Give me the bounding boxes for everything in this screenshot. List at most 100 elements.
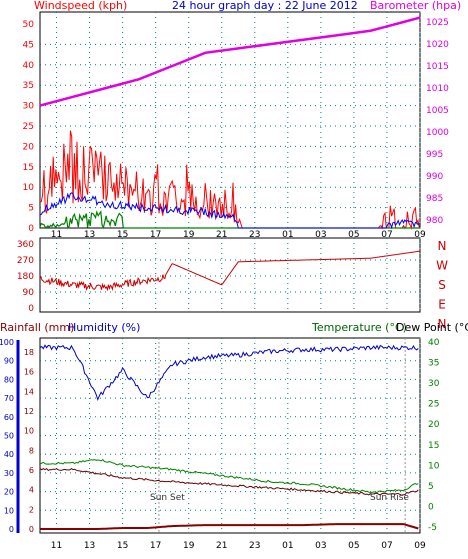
windspeed-tick: 45	[23, 40, 34, 50]
humidity-series-line	[39, 344, 419, 402]
grid	[16, 12, 421, 533]
barometer-tick: 980	[426, 216, 443, 226]
direction-tick: 270	[17, 256, 34, 266]
direction-plot-frame	[39, 237, 421, 313]
direction-tick: 90	[23, 288, 35, 298]
rainfall-tick: 10	[24, 427, 34, 436]
temperature-tick: -5	[428, 523, 437, 533]
sunrise-label: Sun Rise	[370, 493, 409, 503]
x-tick-label-top: 07	[381, 230, 392, 240]
windspeed-tick: 30	[23, 102, 35, 112]
chart-title: 24 hour graph day : 22 June 2012	[172, 0, 358, 12]
humidity-tick: 50	[4, 432, 14, 441]
rainfall-tick: 14	[24, 387, 34, 396]
humidity-axis-label: Humidity (%)	[68, 321, 140, 334]
windspeed-tick: 0	[28, 224, 34, 234]
humidity-tick: 10	[4, 506, 14, 515]
barometer-tick: 1015	[426, 62, 449, 72]
temperature-tick: 30	[428, 379, 440, 389]
barometer-tick: 995	[426, 150, 443, 160]
windspeed-tick: 5	[28, 204, 34, 214]
humidity-tick: 60	[4, 413, 14, 422]
compass-label: N	[438, 239, 447, 253]
x-tick-label-top: 23	[249, 230, 260, 240]
rainfall-tick: 18	[24, 348, 34, 357]
temperature-tick: 15	[428, 441, 439, 451]
x-tick-label-bottom: 17	[150, 541, 161, 551]
x-tick-label-bottom: 09	[414, 541, 426, 551]
windspeed-tick: 20	[23, 142, 35, 152]
x-tick-label-top: 09	[414, 230, 426, 240]
dewpoint-axis-label: Dew Point (°C)	[396, 321, 468, 334]
x-tick-label-bottom: 23	[249, 541, 260, 551]
x-tick-label-bottom: 07	[381, 541, 392, 551]
x-tick-label-bottom: 19	[183, 541, 195, 551]
temperature-series-line	[39, 458, 419, 494]
windspeed-tick: 35	[23, 81, 34, 91]
windspeed-tick: 50	[23, 20, 35, 30]
compass-label: N	[438, 317, 447, 331]
temperature-tick: 10	[428, 461, 440, 471]
x-tick-label-top: 17	[150, 230, 161, 240]
rainfall-tick: 6	[29, 466, 34, 475]
barometer-tick: 990	[426, 172, 443, 182]
barometer-tick: 1000	[426, 128, 449, 138]
x-tick-label-top: 21	[216, 230, 227, 240]
humidity-tick: 90	[4, 357, 14, 366]
compass-label: S	[438, 278, 446, 292]
direction-tick: 180	[17, 272, 34, 282]
barometer-tick: 1020	[426, 40, 449, 50]
x-tick-label-top: 15	[117, 230, 128, 240]
tick-labels: 1111131315151717191921212323010103030505…	[0, 18, 449, 551]
windspeed-tick: 40	[23, 61, 35, 71]
rainfall-series-line	[40, 523, 419, 530]
rainfall-tick: 8	[29, 446, 34, 455]
windspeed-tick: 15	[23, 163, 34, 173]
rainfall-tick: 4	[29, 486, 34, 495]
direction-tick: 0	[28, 304, 34, 314]
temperature-tick: 40	[428, 338, 440, 348]
temperature-tick: 35	[428, 359, 439, 369]
humidity-tick: 70	[4, 394, 14, 403]
temperature-axis-label: Temperature (°C)	[311, 321, 407, 334]
x-tick-label-top: 01	[282, 230, 293, 240]
humidity-tick: 100	[0, 338, 14, 347]
temperature-tick: 5	[428, 482, 434, 492]
rainfall-tick: 16	[24, 368, 34, 377]
rainfall-axis-label: Rainfall (mm)	[0, 321, 74, 334]
barometer-tick: 1025	[426, 18, 449, 28]
windspeed-tick: 10	[23, 183, 35, 193]
temperature-tick: 0	[428, 502, 434, 512]
barometer-series-line	[39, 16, 421, 107]
compass-label: W	[436, 259, 448, 273]
x-tick-label-top: 19	[183, 230, 195, 240]
x-tick-label-bottom: 21	[216, 541, 227, 551]
windspeed-axis-label: Windspeed (kph)	[34, 0, 127, 12]
x-tick-label-bottom: 05	[348, 541, 359, 551]
rainfall-tick: 2	[29, 505, 34, 514]
windspeed-tick: 25	[23, 122, 34, 132]
dewpoint-series-line	[39, 467, 419, 496]
barometer-tick: 1010	[426, 84, 449, 94]
humidity-tick: 80	[4, 375, 14, 384]
x-tick-label-top: 03	[315, 230, 326, 240]
wind-average-series-line	[39, 192, 420, 230]
chart-marks	[39, 16, 421, 530]
humidity-tick: 0	[9, 525, 14, 534]
humidity-tick: 20	[4, 488, 14, 497]
x-tick-label-top: 11	[51, 230, 62, 240]
barometer-axis-label: Barometer (hpa)	[370, 0, 461, 12]
direction-series-line	[39, 250, 420, 292]
direction-tick: 360	[17, 240, 34, 250]
barometer-tick: 1005	[426, 106, 449, 116]
humidity-tick: 40	[4, 450, 14, 459]
x-tick-label-bottom: 13	[84, 541, 95, 551]
sunset-label: Sun Set	[150, 493, 185, 503]
x-tick-label-bottom: 01	[282, 541, 293, 551]
x-tick-label-bottom: 15	[117, 541, 128, 551]
compass-label: E	[438, 298, 446, 312]
rainfall-tick: 0	[29, 525, 34, 534]
x-tick-label-top: 05	[348, 230, 359, 240]
